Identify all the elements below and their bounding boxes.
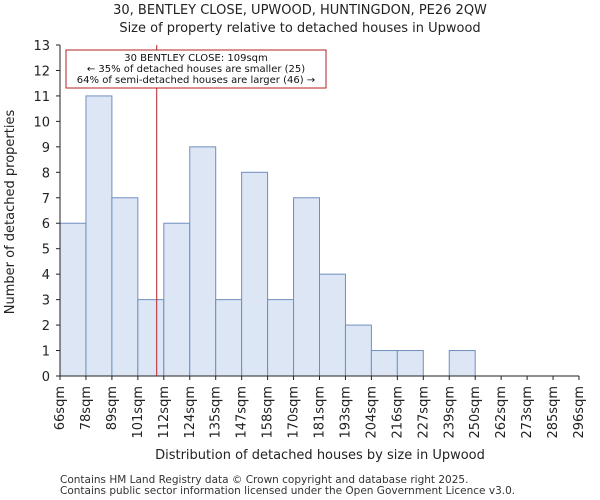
x-tick-label: 101sqm bbox=[131, 386, 146, 439]
bar-181sqm bbox=[319, 273, 346, 377]
annotation-line-2: ← 35% of detached houses are smaller (25… bbox=[87, 64, 305, 75]
y-tick-label: 0 bbox=[42, 370, 50, 385]
x-tick-label: 285sqm bbox=[546, 386, 561, 439]
x-tick-label: 216sqm bbox=[390, 386, 405, 439]
annotation-line-3: 64% of semi-detached houses are larger (… bbox=[77, 75, 315, 86]
y-tick-label: 9 bbox=[42, 141, 50, 156]
x-tick-label: 158sqm bbox=[261, 386, 276, 439]
y-tick-label: 6 bbox=[42, 217, 50, 232]
bar-158sqm bbox=[267, 299, 295, 377]
x-tick-label: 181sqm bbox=[313, 386, 328, 439]
x-axis-label: Distribution of detached houses by size … bbox=[155, 448, 485, 463]
x-tick-label: 239sqm bbox=[442, 386, 457, 439]
y-tick-label: 1 bbox=[42, 345, 50, 360]
annotation-line-1: 30 BENTLEY CLOSE: 109sqm bbox=[124, 53, 268, 64]
x-tick-label: 124sqm bbox=[183, 386, 198, 439]
x-tick-label: 193sqm bbox=[338, 386, 353, 439]
bar-239sqm bbox=[448, 350, 476, 377]
y-tick-label: 11 bbox=[33, 90, 50, 105]
annotation-box: 30 BENTLEY CLOSE: 109sqm ← 35% of detach… bbox=[65, 49, 327, 89]
y-tick-label: 7 bbox=[42, 192, 50, 207]
x-tick-label: 227sqm bbox=[416, 386, 431, 439]
x-tick-label: 112sqm bbox=[157, 386, 172, 439]
x-tick-label: 78sqm bbox=[79, 386, 94, 430]
y-tick-label: 2 bbox=[42, 319, 50, 334]
y-tick-label: 5 bbox=[42, 243, 50, 258]
bar-204sqm bbox=[370, 350, 398, 377]
axes-group bbox=[56, 44, 580, 380]
footer-line-1: Contains HM Land Registry data © Crown c… bbox=[60, 474, 469, 486]
y-tick-label: 3 bbox=[42, 294, 50, 309]
bar-78sqm bbox=[85, 95, 113, 377]
x-tick-label: 135sqm bbox=[209, 386, 224, 439]
bars-group bbox=[59, 95, 476, 377]
x-tick-label: 273sqm bbox=[520, 386, 535, 439]
bar-89sqm bbox=[111, 197, 139, 377]
x-tick-label: 296sqm bbox=[572, 386, 587, 439]
bar-112sqm bbox=[163, 222, 191, 377]
y-tick-label: 4 bbox=[42, 268, 50, 283]
bar-147sqm bbox=[241, 171, 269, 377]
x-tick-label: 170sqm bbox=[287, 386, 302, 439]
bar-66sqm bbox=[59, 222, 87, 377]
bar-135sqm bbox=[215, 299, 243, 377]
x-tick-label: 204sqm bbox=[364, 386, 379, 439]
bar-170sqm bbox=[293, 197, 320, 377]
footer-line-2: Contains public sector information licen… bbox=[60, 485, 516, 497]
bar-101sqm bbox=[137, 299, 165, 377]
chart-subtitle: Size of property relative to detached ho… bbox=[119, 21, 481, 36]
y-tick-label: 12 bbox=[33, 64, 50, 79]
y-tick-label: 8 bbox=[42, 166, 50, 181]
bar-193sqm bbox=[344, 324, 372, 377]
x-tick-label: 250sqm bbox=[468, 386, 483, 439]
y-axis-label: Number of detached properties bbox=[3, 110, 18, 315]
bar-124sqm bbox=[189, 146, 217, 377]
annotation-rect bbox=[65, 49, 327, 89]
y-tick-label: 13 bbox=[33, 39, 50, 54]
x-tick-labels: 66sqm 78sqm 89sqm 101sqm 112sqm 124sqm 135sqm 1… bbox=[53, 386, 587, 439]
x-tick-label: 66sqm bbox=[53, 386, 68, 430]
y-tick-label: 10 bbox=[33, 115, 50, 130]
bar-216sqm bbox=[396, 350, 424, 377]
x-tick-label: 262sqm bbox=[494, 386, 509, 439]
x-tick-label: 89sqm bbox=[105, 386, 120, 430]
chart-title: 30, BENTLEY CLOSE, UPWOOD, HUNTINGDON, P… bbox=[113, 3, 487, 18]
x-tick-label: 147sqm bbox=[235, 386, 250, 439]
